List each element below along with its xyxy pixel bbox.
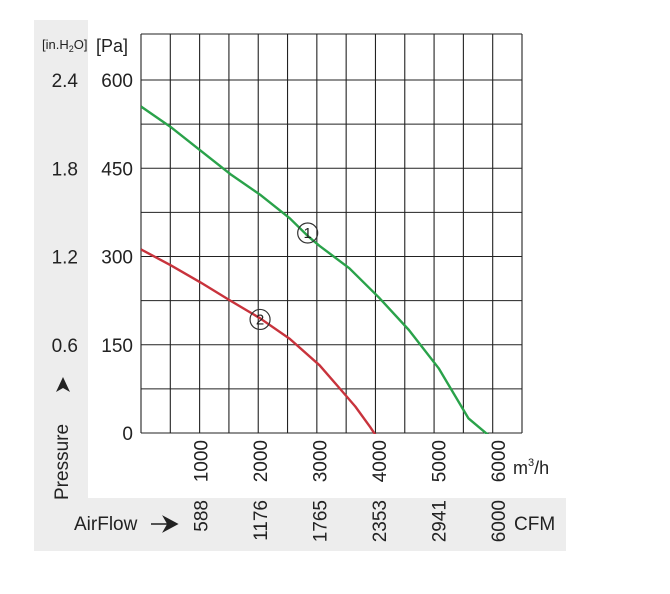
x-tick-m3h: 3000 [311,440,332,482]
y-units-primary: [Pa] [96,36,128,56]
x-tick-cfm: 588 [192,500,213,532]
y-tick-inh2o: 0.6 [52,336,78,357]
y-tick-pa: 0 [122,424,133,445]
curve-1 [141,105,489,434]
axis-arrows [56,377,179,533]
x-tick-cfm: 1765 [311,500,332,542]
x-axis-label: AirFlow [74,514,138,535]
axis-labels: [Pa] [in.H2O] m3/h CFM AirFlow Pressure [42,36,555,535]
curve-marker-2 [249,308,271,331]
curve-marker-1 [297,222,319,244]
background-bands [34,20,566,551]
performance-curves: 12 [141,105,489,434]
y-tick-inh2o: 1.8 [52,159,78,180]
y-axis-label: Pressure [52,424,73,500]
curve-marker-label-2: 2 [256,311,264,328]
x-tick-m3h: 4000 [370,440,391,482]
curve-2 [141,248,377,434]
bottom-band [34,498,566,551]
x-tick-m3h: 2000 [251,440,272,482]
left-band [34,20,88,498]
airflow-arrow-icon [151,515,179,533]
x-tick-cfm: 1176 [251,500,272,541]
x-tick-cfm: 2941 [430,500,451,542]
y-tick-pa: 150 [101,336,133,357]
x-tick-cfm: 2353 [370,500,391,542]
x-tick-m3h: 1000 [192,440,213,482]
x-tick-m3h: 6000 [489,440,510,482]
x-tick-m3h: 5000 [430,440,451,482]
pressure-arrow-icon [56,377,70,392]
y-tick-pa: 450 [101,159,133,180]
x-unit-bottom: CFM [514,514,555,535]
x-tick-cfm: 6000 [489,500,510,542]
tick-labels: 6002.44501.83001.21500.60100058820001176… [52,71,511,542]
y-tick-inh2o: 1.2 [52,248,78,269]
y-tick-pa: 600 [101,71,133,92]
y-units-secondary: [in.H2O] [42,37,87,54]
chart-grid [140,33,523,434]
y-tick-inh2o: 2.4 [52,71,79,92]
x-unit-top: m3/h [513,457,549,478]
curve-marker-label-1: 1 [304,225,312,242]
y-tick-pa: 300 [101,248,133,269]
